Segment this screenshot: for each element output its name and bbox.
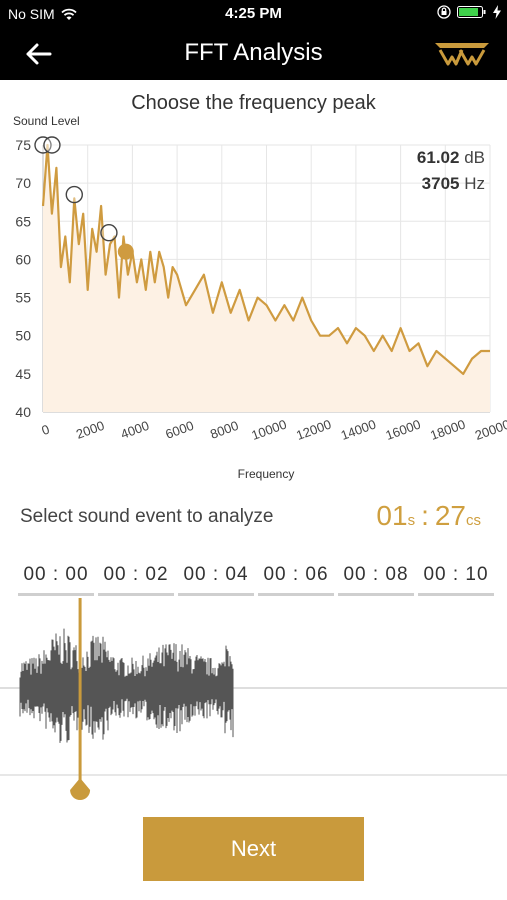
x-tick-label: 10000: [249, 417, 288, 443]
brand-logo-icon[interactable]: [433, 38, 491, 68]
peak-marker[interactable]: [43, 136, 61, 154]
status-bar: No SIM 4:25 PM: [0, 0, 507, 28]
timeline-label: 00 : 00: [18, 562, 94, 596]
battery-icon: [457, 6, 486, 18]
x-tick-label: 16000: [384, 417, 423, 443]
y-tick-label: 60: [15, 251, 31, 267]
x-tick-label: 6000: [163, 418, 195, 442]
timer-seconds: 01: [376, 500, 408, 531]
y-tick-label: 50: [15, 328, 31, 344]
page-title: FFT Analysis: [184, 39, 323, 66]
selection-timer: 01 s : 27 cs: [376, 500, 487, 532]
x-tick-label: 20000: [473, 417, 507, 443]
navigation-bar: FFT Analysis: [0, 28, 507, 80]
status-time: 4:25 PM: [225, 5, 282, 22]
timer-seconds-unit: s: [407, 512, 416, 529]
fft-chart[interactable]: Sound Level 40 45 50 55 60 65 70 75 0 2000 4000 6000…: [0, 112, 507, 490]
waveform-scrubber[interactable]: [0, 598, 507, 803]
peak-marker[interactable]: [34, 136, 52, 154]
y-tick-label: 55: [15, 290, 31, 306]
x-tick-label: 4000: [119, 418, 151, 442]
timeline-label: 00 : 06: [258, 562, 334, 596]
timer-centiseconds-unit: cs: [466, 512, 481, 529]
chart-title: Choose the frequency peak: [131, 92, 376, 114]
x-tick-label: 0: [39, 421, 51, 438]
level-unit: dB: [464, 148, 485, 167]
timeline-label: 00 : 02: [98, 562, 174, 596]
peak-marker[interactable]: [65, 185, 83, 204]
frequency-value: 3705: [421, 174, 460, 193]
y-tick-label: 40: [15, 404, 31, 420]
x-tick-label: 14000: [339, 417, 378, 443]
charging-icon: [493, 5, 501, 19]
y-axis-label: Sound Level: [13, 114, 80, 128]
x-tick-label: 2000: [74, 418, 106, 442]
peak-marker[interactable]: [100, 224, 118, 242]
timeline-label: 00 : 10: [418, 562, 494, 596]
timeline-label: 00 : 04: [178, 562, 254, 596]
frequency-readout: 3705 Hz: [422, 174, 485, 194]
orientation-lock-icon: [437, 5, 451, 19]
x-axis-label: Frequency: [238, 467, 295, 481]
select-event-label: Select sound event to analyze: [20, 506, 274, 527]
audio-waveform: [19, 628, 234, 743]
y-tick-label: 75: [15, 137, 31, 153]
arrow-left-icon[interactable]: [22, 38, 56, 70]
y-tick-label: 70: [15, 175, 31, 191]
timer-separator: :: [421, 500, 429, 531]
status-left: No SIM: [8, 6, 77, 22]
spectrum-line: [41, 143, 490, 375]
frequency-unit: Hz: [464, 174, 485, 193]
selected-peak-marker[interactable]: [117, 243, 134, 260]
timer-centiseconds: 27: [434, 500, 466, 531]
status-right: [437, 5, 501, 19]
next-button[interactable]: Next: [143, 817, 364, 881]
level-readout: 61.02 dB: [417, 148, 485, 168]
x-tick-label: 8000: [208, 418, 240, 442]
x-tick-label: 18000: [428, 417, 467, 443]
level-value: 61.02: [416, 148, 460, 167]
playhead-handle[interactable]: [70, 778, 91, 800]
timeline-labels: 00 : 00 00 : 02 00 : 04 00 : 06 00 : 08 …: [16, 562, 496, 598]
y-tick-label: 45: [15, 366, 31, 382]
y-tick-label: 65: [15, 213, 31, 229]
x-tick-label: 12000: [294, 417, 333, 443]
carrier-label: No SIM: [8, 6, 55, 22]
timeline-label: 00 : 08: [338, 562, 414, 596]
wifi-icon: [61, 8, 77, 20]
